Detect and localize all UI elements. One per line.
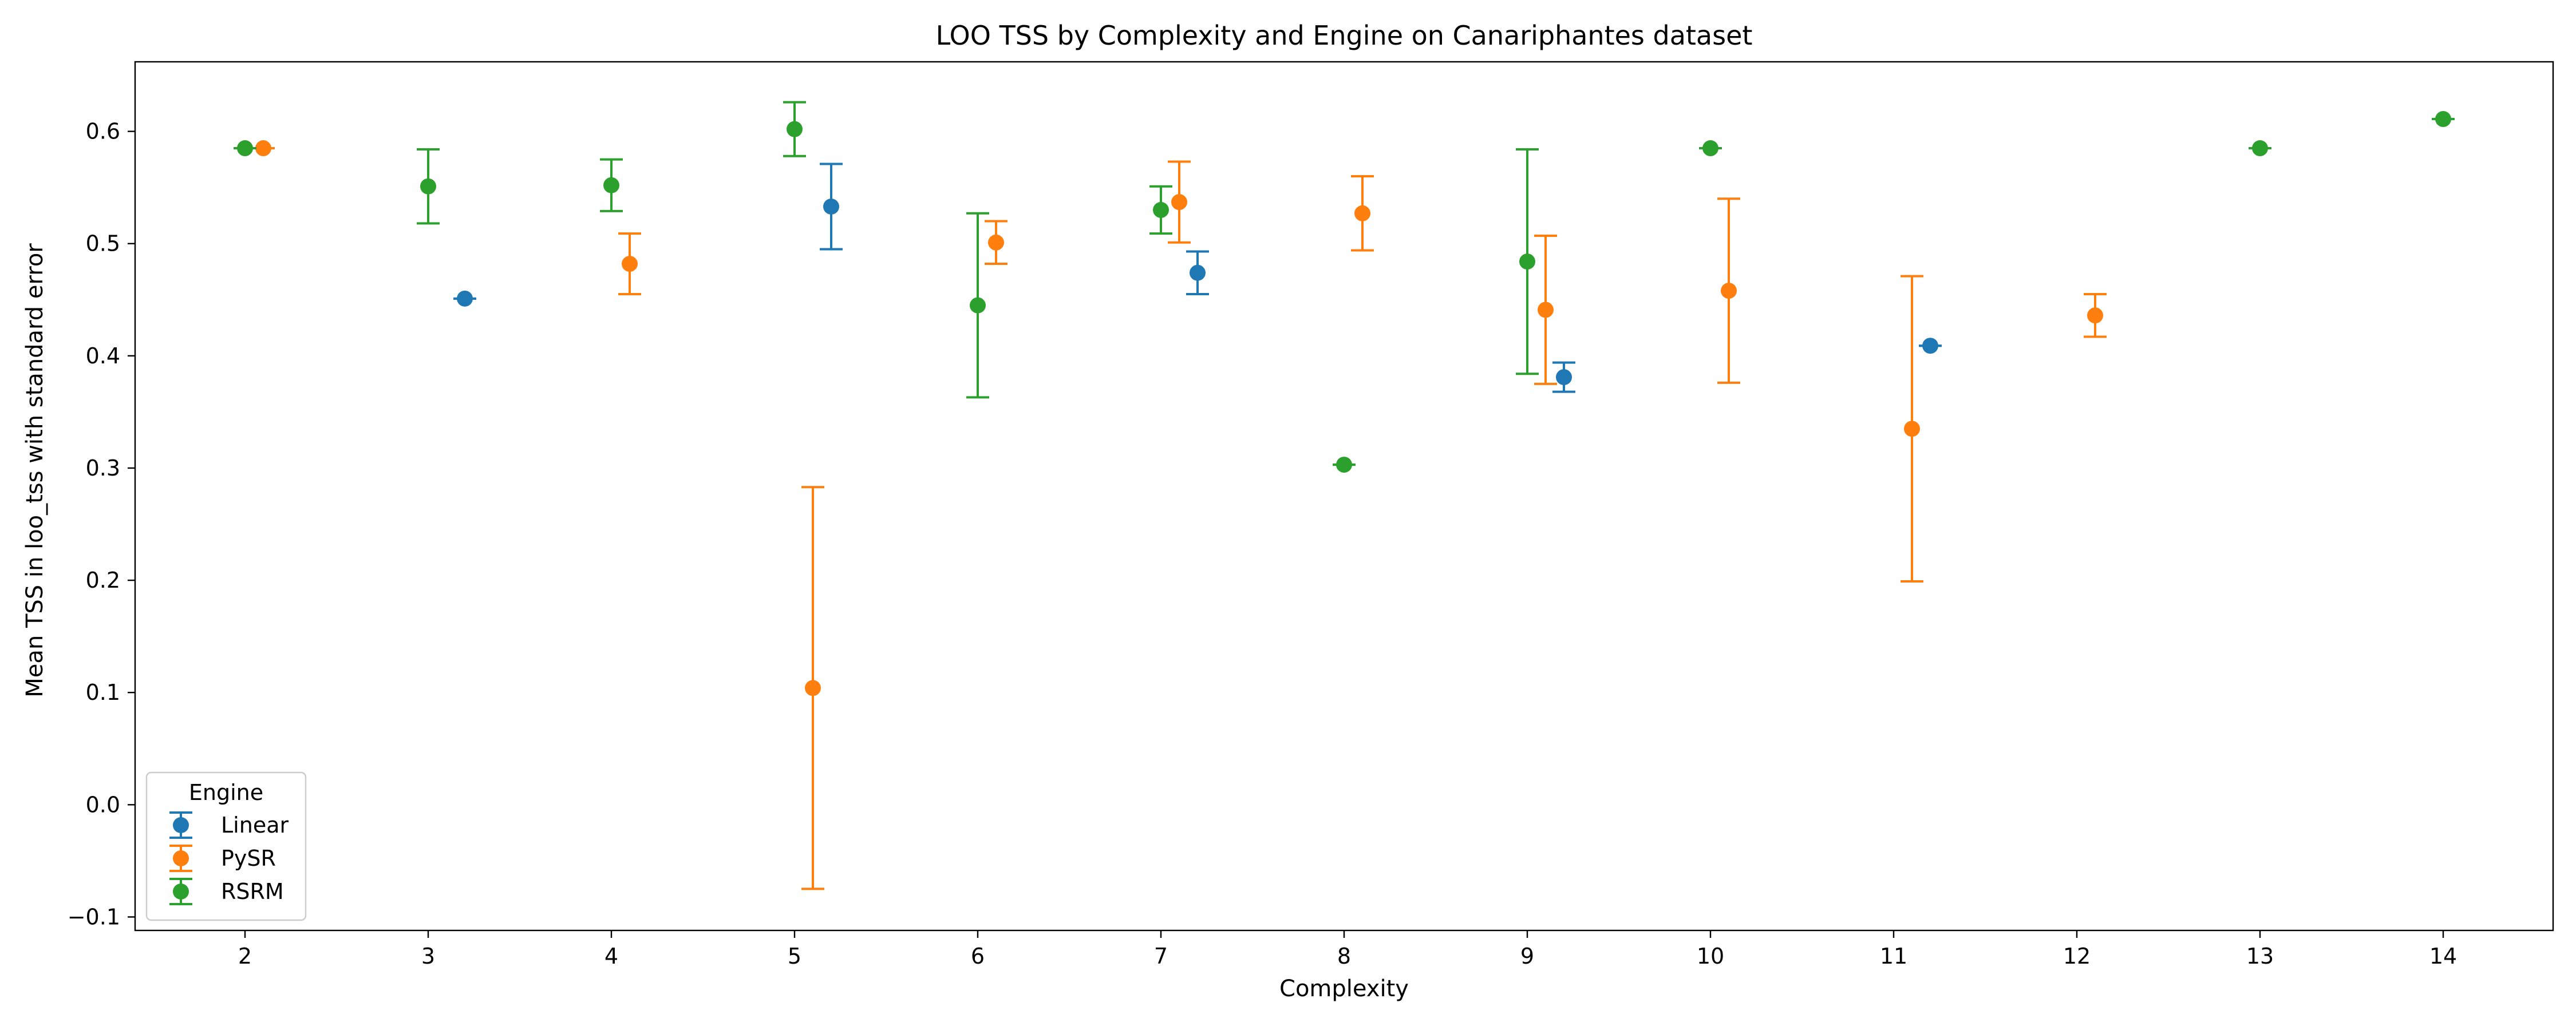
errorbar-point-linear xyxy=(1186,250,1209,295)
data-point xyxy=(1354,205,1370,221)
errorbar-point-pysr xyxy=(801,486,824,890)
y-tick-label: 0.2 xyxy=(86,568,120,593)
data-point xyxy=(1153,201,1169,218)
errorbar-point-rsrm xyxy=(234,140,256,157)
errorbar-point-linear xyxy=(1919,338,1942,354)
errorbar-point-pysr xyxy=(618,232,641,295)
data-point xyxy=(237,140,253,157)
legend-marker xyxy=(173,884,189,900)
legend-item-linear: Linear xyxy=(169,811,289,839)
errorbar-point-pysr xyxy=(1534,234,1557,385)
errorbar-point-pysr xyxy=(1717,197,1740,384)
y-tick-label: 0.5 xyxy=(86,231,120,256)
data-point xyxy=(970,297,986,314)
data-point xyxy=(1190,264,1206,281)
legend-marker xyxy=(173,817,189,833)
data-point xyxy=(1922,338,1938,354)
x-tick-label: 8 xyxy=(1337,944,1351,969)
data-point xyxy=(1336,457,1352,473)
data-point xyxy=(457,290,473,307)
errorbar-point-pysr xyxy=(1901,275,1923,583)
data-point xyxy=(823,199,839,215)
errorbar-point-rsrm xyxy=(783,101,806,157)
data-point xyxy=(1702,140,1718,157)
y-tick-label: 0.1 xyxy=(86,680,120,705)
legend-item-rsrm: RSRM xyxy=(169,878,284,905)
errorbar-point-linear xyxy=(453,290,476,307)
x-axis: 2 3 4 5 6 7 8 9 10 11 12 13 14 xyxy=(238,930,2457,969)
data-point xyxy=(622,256,638,272)
errorbar-point-rsrm xyxy=(1699,140,1722,157)
data-point xyxy=(2435,111,2451,128)
errorbar-point-linear xyxy=(1552,361,1575,393)
errorbar-point-pysr xyxy=(252,140,275,157)
errorbar-point-rsrm xyxy=(2249,140,2271,157)
legend-item-pysr: PySR xyxy=(169,845,276,872)
x-tick-label: 12 xyxy=(2063,944,2091,969)
legend-label: RSRM xyxy=(221,879,284,904)
x-tick-label: 13 xyxy=(2246,944,2274,969)
errorbar-point-pysr xyxy=(1351,175,1374,252)
x-tick-label: 9 xyxy=(1520,944,1534,969)
errorbar-point-rsrm xyxy=(1149,185,1172,235)
errorbar-point-rsrm xyxy=(1516,148,1539,375)
data-marks xyxy=(234,101,2455,890)
y-tick-label: 0.6 xyxy=(86,119,120,144)
errorbar-point-rsrm xyxy=(1333,457,1356,473)
x-tick-label: 4 xyxy=(605,944,618,969)
data-point xyxy=(1538,302,1554,318)
data-point xyxy=(1519,253,1535,270)
data-point xyxy=(603,177,619,193)
y-tick-label: −0.1 xyxy=(68,904,120,929)
y-tick-label: 0.3 xyxy=(86,455,120,481)
x-tick-label: 7 xyxy=(1154,944,1168,969)
data-point xyxy=(805,680,821,696)
legend-title: Engine xyxy=(189,780,263,805)
legend: Engine Linear PySR RSRM xyxy=(145,771,307,921)
x-tick-label: 10 xyxy=(1697,944,1724,969)
legend-marker xyxy=(173,850,189,866)
errorbar-point-rsrm xyxy=(2432,111,2455,128)
data-point xyxy=(2087,307,2103,324)
legend-label: Linear xyxy=(221,813,289,838)
errorbar-point-pysr xyxy=(1168,160,1191,244)
y-tick-label: 0.0 xyxy=(86,792,120,817)
y-axis: −0.1 0.0 0.1 0.2 0.3 0.4 0.5 0.6 xyxy=(68,119,135,929)
legend-box xyxy=(145,771,307,921)
y-axis-label: Mean TSS in loo_tss with standard error xyxy=(22,243,48,698)
errorbar-point-rsrm xyxy=(600,158,623,212)
legend-label: PySR xyxy=(221,846,276,871)
errorbar-point-rsrm xyxy=(417,148,440,225)
data-point xyxy=(255,140,271,157)
errorbar-point-pysr xyxy=(985,220,1008,266)
x-tick-label: 14 xyxy=(2429,944,2457,969)
data-point xyxy=(1556,369,1572,386)
x-tick-label: 3 xyxy=(421,944,435,969)
x-tick-label: 11 xyxy=(1880,944,1907,969)
x-tick-label: 2 xyxy=(238,944,252,969)
data-point xyxy=(1904,421,1920,437)
x-tick-label: 5 xyxy=(788,944,801,969)
data-point xyxy=(1721,283,1737,299)
x-tick-label: 6 xyxy=(971,944,985,969)
errorbar-point-rsrm xyxy=(966,212,989,399)
chart-title: LOO TSS by Complexity and Engine on Cana… xyxy=(936,20,1753,51)
errorbar-point-linear xyxy=(820,163,843,251)
errorbar-point-pysr xyxy=(2084,292,2107,338)
data-point xyxy=(787,121,803,137)
data-point xyxy=(1171,194,1187,211)
x-axis-label: Complexity xyxy=(1279,976,1409,1002)
data-point xyxy=(988,234,1004,251)
data-point xyxy=(420,178,436,195)
data-point xyxy=(2252,140,2268,157)
y-tick-label: 0.4 xyxy=(86,343,120,369)
